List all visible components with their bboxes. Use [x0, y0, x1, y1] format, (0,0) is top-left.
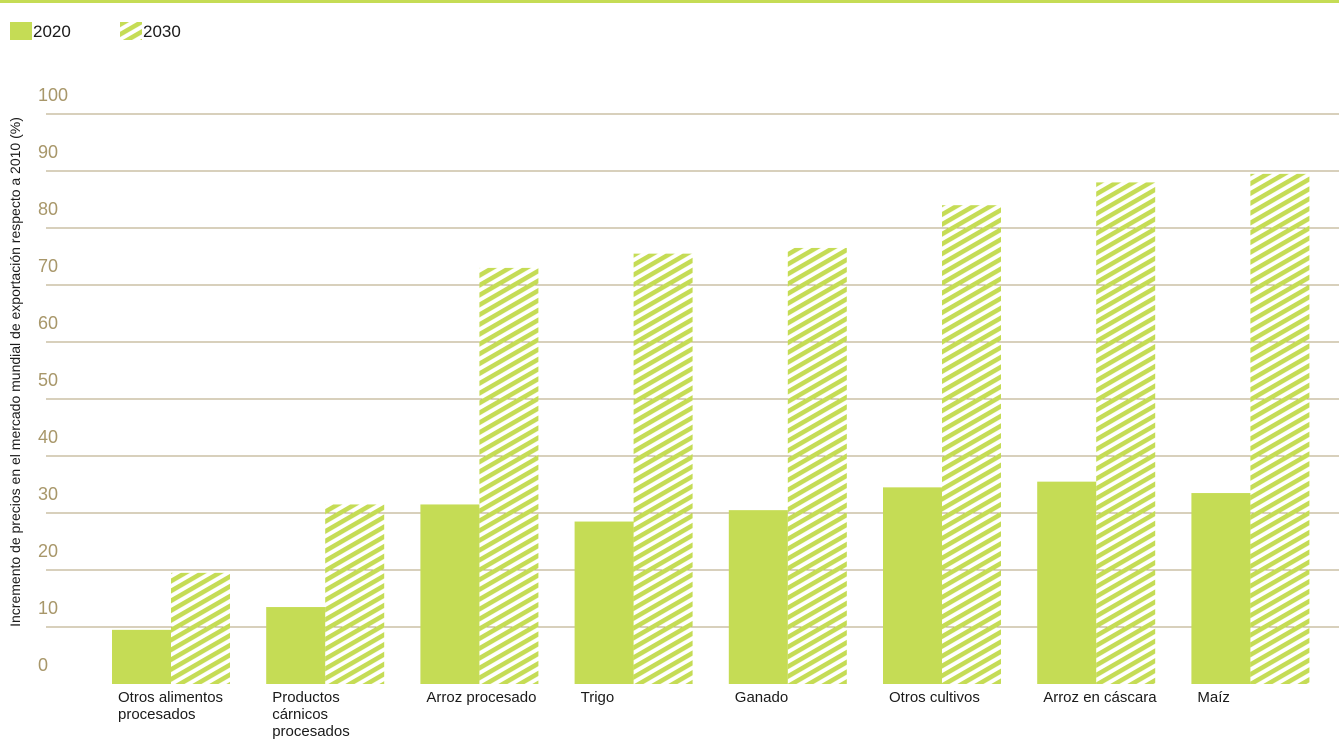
x-category-label-line: Arroz procesado [426, 689, 537, 706]
x-category-label: Arroz procesado [426, 689, 566, 706]
legend-label-2020: 2020 [33, 22, 71, 41]
y-tick-label-100: 100 [38, 85, 68, 105]
bar-2020-2 [420, 504, 480, 684]
bar-2030-0 [171, 572, 230, 684]
x-category-label: Otros alimentos procesados [118, 689, 258, 723]
x-category-label-line: Trigo [580, 689, 615, 706]
y-tick-label-40: 40 [38, 427, 58, 447]
bar-2030-3 [633, 253, 693, 684]
legend-label-2030: 2030 [143, 22, 181, 41]
y-tick-label-80: 80 [38, 199, 58, 219]
x-category-label: Maíz [1197, 689, 1337, 706]
x-category-label: Productos cárnicos procesados [272, 689, 412, 740]
y-tick-label-0: 0 [38, 655, 48, 675]
bar-2020-7 [1191, 493, 1251, 684]
y-tick-label-10: 10 [38, 598, 58, 618]
bar-2030-2 [479, 267, 539, 684]
bar-2020-3 [574, 521, 634, 684]
bar-2030-5 [942, 205, 1001, 684]
y-tick-label-30: 30 [38, 484, 58, 504]
x-category-label: Otros cultivos [889, 689, 1029, 706]
y-tick-labels: 0 10 20 30 40 50 60 70 80 90 100 [38, 85, 68, 675]
y-tick-label-70: 70 [38, 256, 58, 276]
bar-2030-7 [1250, 173, 1310, 684]
x-category-label-line: procesados [272, 723, 350, 740]
y-tick-label-50: 50 [38, 370, 58, 390]
bar-2020-0 [112, 629, 171, 684]
x-category-label-line: Arroz en cáscara [1043, 689, 1157, 706]
bar-2020-4 [728, 510, 788, 684]
x-category-label-line: Ganado [734, 689, 789, 706]
x-category-label-line: Otros cultivos [889, 689, 980, 706]
y-tick-label-20: 20 [38, 541, 58, 561]
x-category-label: Arroz en cáscara [1043, 689, 1183, 706]
x-category-label: Trigo [581, 689, 721, 706]
bar-2030-6 [1096, 182, 1156, 684]
x-category-label-line: procesados [118, 706, 196, 723]
y-tick-label-90: 90 [38, 142, 58, 162]
x-category-label-line: cárnicos [272, 706, 329, 723]
x-category-label: Ganado [735, 689, 875, 706]
bar-2020-5 [883, 487, 942, 684]
bar-2020-1 [266, 607, 326, 684]
legend-swatch-solid [10, 22, 32, 40]
bar-2020-6 [1037, 481, 1097, 684]
x-category-label-line: Maíz [1197, 689, 1230, 706]
top-rule [0, 0, 1339, 3]
bar-2030-1 [325, 504, 385, 684]
x-category-label-line: Otros alimentos [118, 689, 224, 706]
x-category-label-line: Productos [272, 689, 340, 706]
bars [112, 173, 1310, 684]
legend-swatch-hatched [120, 22, 142, 40]
bar-2030-4 [787, 247, 847, 684]
y-tick-label-60: 60 [38, 313, 58, 333]
